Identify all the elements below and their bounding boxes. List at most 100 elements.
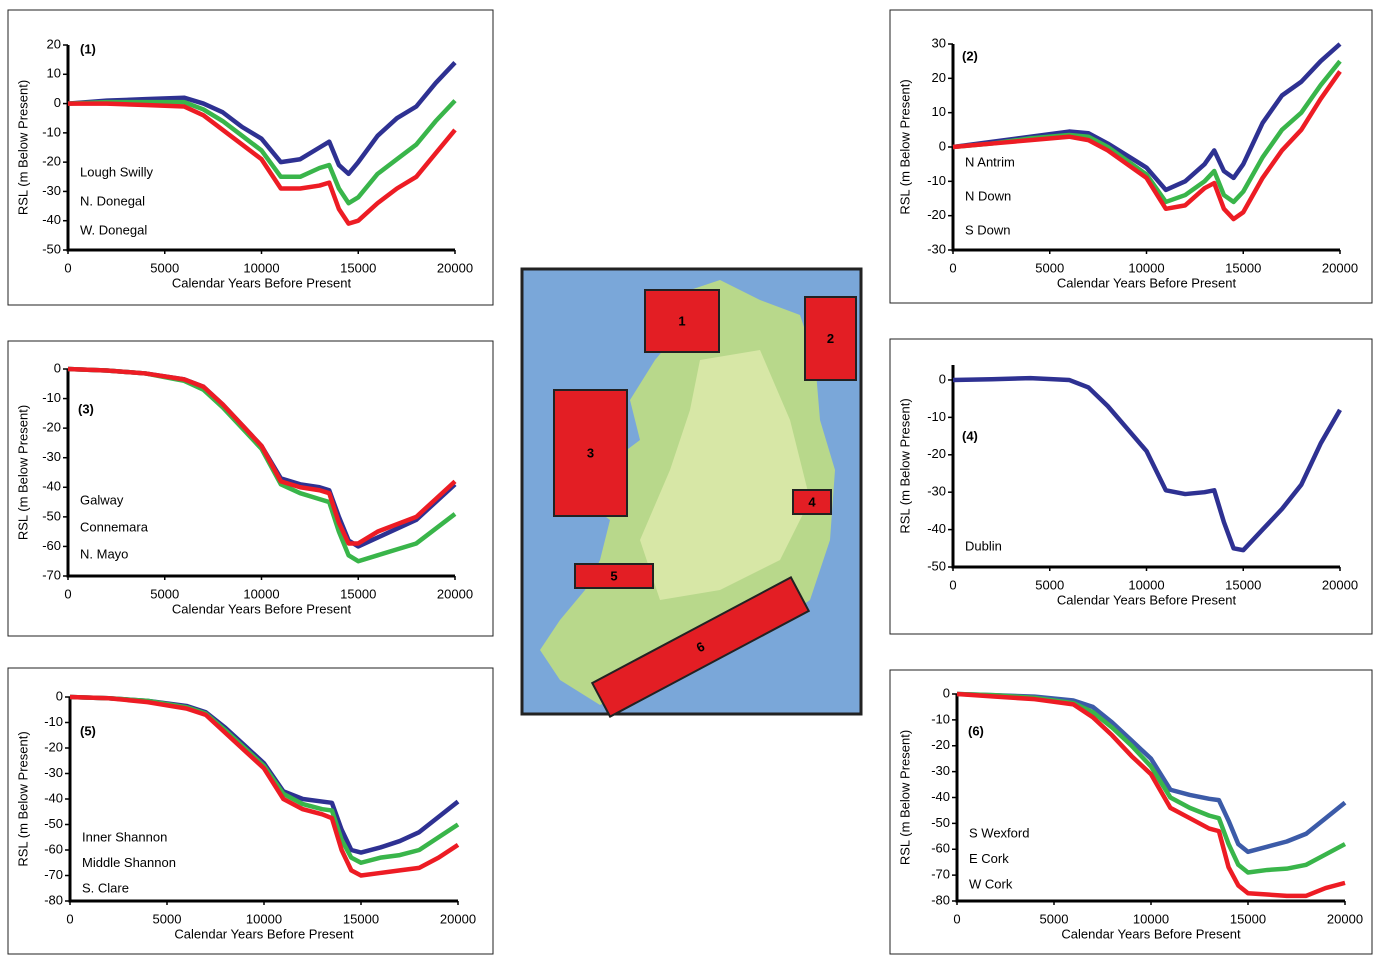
y-tick-label: -40 xyxy=(931,789,950,804)
x-tick-label: 20000 xyxy=(1322,260,1358,275)
y-tick-label: 30 xyxy=(932,35,946,50)
x-tick-label: 5000 xyxy=(153,911,182,926)
figure: 123456 -50-40-30-20-10010200500010000150… xyxy=(0,0,1379,956)
legend-label: W. Donegal xyxy=(80,222,147,237)
x-tick-label: 5000 xyxy=(1035,260,1064,275)
y-axis-label: RSL (m Below Present) xyxy=(15,80,30,215)
legend-label: N Down xyxy=(965,188,1011,203)
x-axis-label: Calendar Years Before Present xyxy=(172,275,352,290)
region: 1 xyxy=(645,290,719,352)
x-tick-label: 10000 xyxy=(1133,911,1169,926)
region: 4 xyxy=(793,490,831,514)
x-tick-label: 10000 xyxy=(246,911,282,926)
x-tick-label: 20000 xyxy=(1322,577,1358,592)
x-tick-label: 5000 xyxy=(150,260,179,275)
region: 5 xyxy=(575,564,653,588)
y-tick-label: -70 xyxy=(931,867,950,882)
x-tick-label: 5000 xyxy=(1035,577,1064,592)
x-tick-label: 20000 xyxy=(1327,911,1363,926)
y-tick-label: -10 xyxy=(42,390,61,405)
y-tick-label: -70 xyxy=(44,867,63,882)
legend-label: S Wexford xyxy=(969,825,1029,840)
legend-label: Connemara xyxy=(80,519,149,534)
x-tick-label: 0 xyxy=(66,911,73,926)
y-tick-label: -30 xyxy=(42,183,61,198)
y-tick-label: -70 xyxy=(42,567,61,582)
x-tick-label: 15000 xyxy=(1230,911,1266,926)
x-tick-label: 15000 xyxy=(1225,577,1261,592)
y-tick-label: -20 xyxy=(44,739,63,754)
y-tick-label: -50 xyxy=(44,816,63,831)
y-tick-label: 10 xyxy=(932,104,946,119)
y-tick-label: -20 xyxy=(42,420,61,435)
y-tick-label: -50 xyxy=(931,815,950,830)
y-tick-label: -30 xyxy=(44,765,63,780)
y-tick-label: 20 xyxy=(932,70,946,85)
panel-tag: (4) xyxy=(962,428,978,443)
x-tick-label: 20000 xyxy=(437,260,473,275)
x-tick-label: 10000 xyxy=(1128,260,1164,275)
panel-tag: (5) xyxy=(80,723,96,738)
y-tick-label: 20 xyxy=(47,36,61,51)
y-tick-label: -40 xyxy=(42,212,61,227)
legend-label: N. Donegal xyxy=(80,193,145,208)
x-tick-label: 5000 xyxy=(1040,911,1069,926)
x-axis-label: Calendar Years Before Present xyxy=(174,926,354,941)
y-tick-label: 0 xyxy=(54,360,61,375)
legend-label: W Cork xyxy=(969,876,1013,891)
x-tick-label: 0 xyxy=(953,911,960,926)
y-tick-label: -10 xyxy=(44,714,63,729)
y-tick-label: -20 xyxy=(42,154,61,169)
x-tick-label: 0 xyxy=(949,577,956,592)
y-tick-label: -40 xyxy=(927,521,946,536)
y-tick-label: -80 xyxy=(931,892,950,907)
y-tick-label: -30 xyxy=(927,484,946,499)
region-label: 1 xyxy=(678,313,685,328)
y-tick-label: -10 xyxy=(927,409,946,424)
y-tick-label: -10 xyxy=(927,173,946,188)
legend-label: Lough Swilly xyxy=(80,164,153,179)
panel-tag: (1) xyxy=(80,41,96,56)
x-axis-label: Calendar Years Before Present xyxy=(172,601,352,616)
y-tick-label: -10 xyxy=(931,711,950,726)
y-tick-label: -60 xyxy=(44,841,63,856)
region-label: 2 xyxy=(827,331,834,346)
panel-tag: (6) xyxy=(968,723,984,738)
x-tick-label: 10000 xyxy=(243,260,279,275)
x-tick-label: 0 xyxy=(949,260,956,275)
x-tick-label: 15000 xyxy=(1225,260,1261,275)
y-axis-label: RSL (m Below Present) xyxy=(897,730,912,865)
legend-label: S Down xyxy=(965,222,1011,237)
y-tick-label: -20 xyxy=(931,737,950,752)
y-tick-label: 0 xyxy=(54,95,61,110)
x-tick-label: 5000 xyxy=(150,586,179,601)
y-tick-label: -60 xyxy=(42,538,61,553)
x-tick-label: 0 xyxy=(64,260,71,275)
legend-label: E Cork xyxy=(969,851,1009,866)
y-tick-label: 10 xyxy=(47,66,61,81)
legend-label: Inner Shannon xyxy=(82,829,167,844)
panel-tag: (2) xyxy=(962,48,978,63)
y-tick-label: -50 xyxy=(927,558,946,573)
y-axis-label: RSL (m Below Present) xyxy=(897,79,912,214)
x-tick-label: 20000 xyxy=(437,586,473,601)
region: 2 xyxy=(805,297,856,380)
x-tick-label: 10000 xyxy=(243,586,279,601)
y-tick-label: 0 xyxy=(943,685,950,700)
y-tick-label: -20 xyxy=(927,446,946,461)
region-label: 3 xyxy=(587,445,594,460)
y-tick-label: -10 xyxy=(42,124,61,139)
x-axis-label: Calendar Years Before Present xyxy=(1057,275,1237,290)
legend-label: Middle Shannon xyxy=(82,855,176,870)
y-tick-label: -20 xyxy=(927,207,946,222)
y-tick-label: 0 xyxy=(939,138,946,153)
y-tick-label: -80 xyxy=(44,892,63,907)
x-tick-label: 20000 xyxy=(440,911,476,926)
y-tick-label: -60 xyxy=(931,841,950,856)
y-axis-label: RSL (m Below Present) xyxy=(897,398,912,533)
legend-label: Galway xyxy=(80,492,124,507)
y-tick-label: -30 xyxy=(42,449,61,464)
y-tick-label: -40 xyxy=(42,479,61,494)
legend-label: N Antrim xyxy=(965,154,1015,169)
